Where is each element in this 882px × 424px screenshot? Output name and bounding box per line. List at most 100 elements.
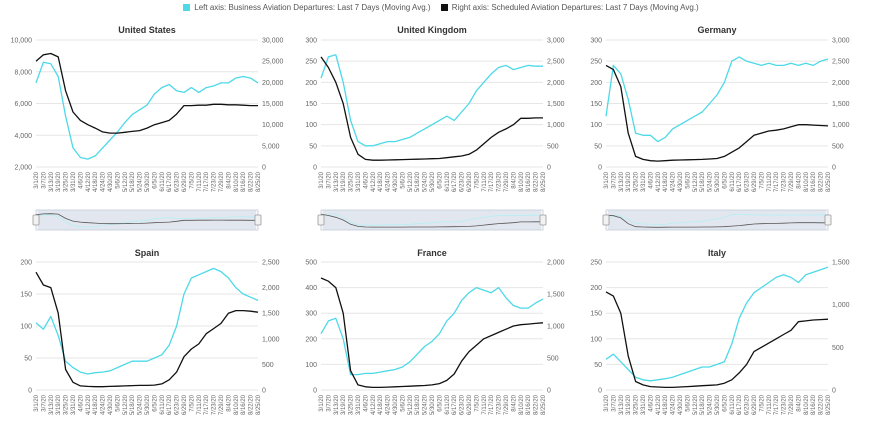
x-axis-tick-label: 3/1/20 <box>604 171 610 188</box>
x-axis-tick-label: 3/1/20 <box>34 394 40 411</box>
x-axis-tick-label: 3/31/20 <box>71 171 77 192</box>
x-axis-tick-label: 4/24/20 <box>101 171 107 192</box>
navigator-handle-left[interactable] <box>602 214 610 226</box>
x-axis-tick-label: 3/1/20 <box>34 171 40 188</box>
x-axis-tick-label: 8/25/20 <box>541 171 547 192</box>
x-axis-tick-label: 8/16/20 <box>811 171 817 192</box>
navigator-handle-right[interactable] <box>254 214 262 226</box>
right-axis-tick-label: 500 <box>547 143 559 150</box>
x-axis-tick-label: 3/13/20 <box>49 394 55 415</box>
x-axis-tick-label: 8/16/20 <box>811 394 817 415</box>
x-axis-tick-label: 4/12/20 <box>86 171 92 192</box>
left-axis-tick-label: 2,000 <box>14 165 32 172</box>
range-navigator[interactable] <box>32 209 262 231</box>
right-axis-tick-label: 500 <box>262 362 274 369</box>
x-axis-tick-label: 8/25/20 <box>826 394 832 415</box>
navigator-handle-right[interactable] <box>539 214 547 226</box>
x-axis-tick-label: 6/17/20 <box>167 394 173 415</box>
x-axis-tick-label: 6/29/20 <box>752 394 758 415</box>
range-navigator[interactable] <box>602 209 832 231</box>
navigator-handle-left[interactable] <box>317 214 325 226</box>
x-axis-tick-label: 7/29/20 <box>219 171 225 192</box>
x-axis-tick-label: 8/16/20 <box>526 394 532 415</box>
right-axis-tick-label: 10,000 <box>262 122 284 129</box>
left-axis-tick-label: 250 <box>305 59 317 66</box>
x-axis-tick-label: 6/17/20 <box>737 394 743 415</box>
x-axis-tick-label: 3/31/20 <box>641 394 647 415</box>
right-axis-tick-label: 2,500 <box>832 59 850 66</box>
business-aviation-line <box>320 286 544 376</box>
business-aviation-line <box>605 266 829 382</box>
left-axis-tick-label: 6,000 <box>14 101 32 108</box>
x-axis-tick-label: 4/12/20 <box>371 171 377 192</box>
right-axis-tick-label: 1,500 <box>262 311 280 318</box>
x-axis-tick-label: 8/16/20 <box>526 171 532 192</box>
left-axis-tick-label: 300 <box>305 38 317 45</box>
scheduled-aviation-line <box>605 64 829 162</box>
x-axis-tick-label: 7/23/20 <box>782 171 788 192</box>
x-axis-tick-label: 5/12/20 <box>693 171 699 192</box>
legend-item-left[interactable]: Left axis: Business Aviation Departures:… <box>183 3 431 12</box>
x-axis-tick-label: 5/12/20 <box>408 394 414 415</box>
x-axis-tick-label: 5/6/20 <box>115 171 121 188</box>
x-axis-tick-label: 8/4/20 <box>511 394 517 411</box>
x-axis-tick-label: 4/24/20 <box>386 394 392 415</box>
x-axis-tick-label: 8/10/20 <box>519 171 525 192</box>
x-axis-tick-label: 7/17/20 <box>774 171 780 192</box>
x-axis-tick-label: 8/22/20 <box>819 171 825 192</box>
x-axis-tick-label: 3/7/20 <box>41 394 47 411</box>
x-axis-tick-label: 7/11/20 <box>482 394 488 414</box>
x-axis-tick-label: 5/30/20 <box>145 394 151 415</box>
legend-label-right: Right axis: Scheduled Aviation Departure… <box>451 3 699 12</box>
x-axis-tick-label: 7/23/20 <box>212 171 218 192</box>
x-axis-tick-label: 8/22/20 <box>534 394 540 415</box>
x-axis-tick-label: 3/25/20 <box>349 394 355 415</box>
x-axis-tick-label: 8/22/20 <box>819 394 825 415</box>
x-axis-tick-label: 8/22/20 <box>534 171 540 192</box>
left-axis-tick-label: 300 <box>590 38 602 45</box>
x-axis-tick-label: 3/19/20 <box>626 394 632 415</box>
navigator-business-line <box>605 213 829 226</box>
x-axis-tick-label: 5/12/20 <box>123 171 129 192</box>
navigator-handle-right[interactable] <box>824 214 832 226</box>
x-axis-tick-label: 4/12/20 <box>86 394 92 415</box>
x-axis-tick-label: 6/17/20 <box>167 171 173 192</box>
navigator-business-line <box>35 214 259 228</box>
x-axis-tick-label: 7/5/20 <box>189 171 195 188</box>
right-axis-tick-label: 1,000 <box>832 302 850 309</box>
x-axis-tick-label: 5/6/20 <box>685 171 691 188</box>
left-axis-tick-label: 10,000 <box>11 38 33 45</box>
right-axis-tick-label: 500 <box>547 356 559 363</box>
x-axis-tick-label: 8/16/20 <box>241 171 247 192</box>
x-axis-tick-label: 3/25/20 <box>634 394 640 415</box>
right-axis-tick-label: 1,000 <box>832 122 850 129</box>
chart-panel: Germany 0 50 100 150 200 250 300 0 500 1,000 1,500 2… <box>590 25 850 231</box>
range-navigator[interactable] <box>317 209 547 231</box>
x-axis-tick-label: 6/29/20 <box>752 171 758 192</box>
legend-item-right[interactable]: Right axis: Scheduled Aviation Departure… <box>440 3 699 12</box>
left-axis-tick-label: 500 <box>305 260 317 267</box>
scheduled-aviation-line <box>320 277 544 389</box>
x-axis-tick-label: 5/18/20 <box>700 394 706 415</box>
x-axis-tick-label: 5/18/20 <box>700 171 706 192</box>
x-axis-tick-label: 5/30/20 <box>715 171 721 192</box>
navigator-business-line <box>320 213 543 226</box>
x-axis-tick-label: 6/11/20 <box>445 394 451 414</box>
navigator-handle-left[interactable] <box>32 214 40 226</box>
x-axis-tick-label: 6/11/20 <box>445 171 451 191</box>
x-axis-tick-label: 6/23/20 <box>745 171 751 192</box>
x-axis-tick-label: 5/24/20 <box>708 394 714 415</box>
left-axis-tick-label: 0 <box>28 388 32 395</box>
right-axis-tick-label: 2,500 <box>547 59 565 66</box>
right-axis-tick-label: 0 <box>262 388 266 395</box>
x-axis-tick-label: 4/18/20 <box>663 394 669 415</box>
x-axis-tick-label: 6/23/20 <box>460 171 466 192</box>
left-axis-tick-label: 400 <box>305 285 317 292</box>
left-axis-tick-label: 8,000 <box>14 69 32 76</box>
right-axis-tick-label: 500 <box>832 345 844 352</box>
scheduled-aviation-line <box>35 52 258 134</box>
x-axis-tick-label: 7/17/20 <box>489 171 495 192</box>
left-axis-tick-label: 50 <box>594 143 602 150</box>
x-axis-tick-label: 4/6/20 <box>363 394 369 411</box>
left-axis-tick-label: 50 <box>594 362 602 369</box>
